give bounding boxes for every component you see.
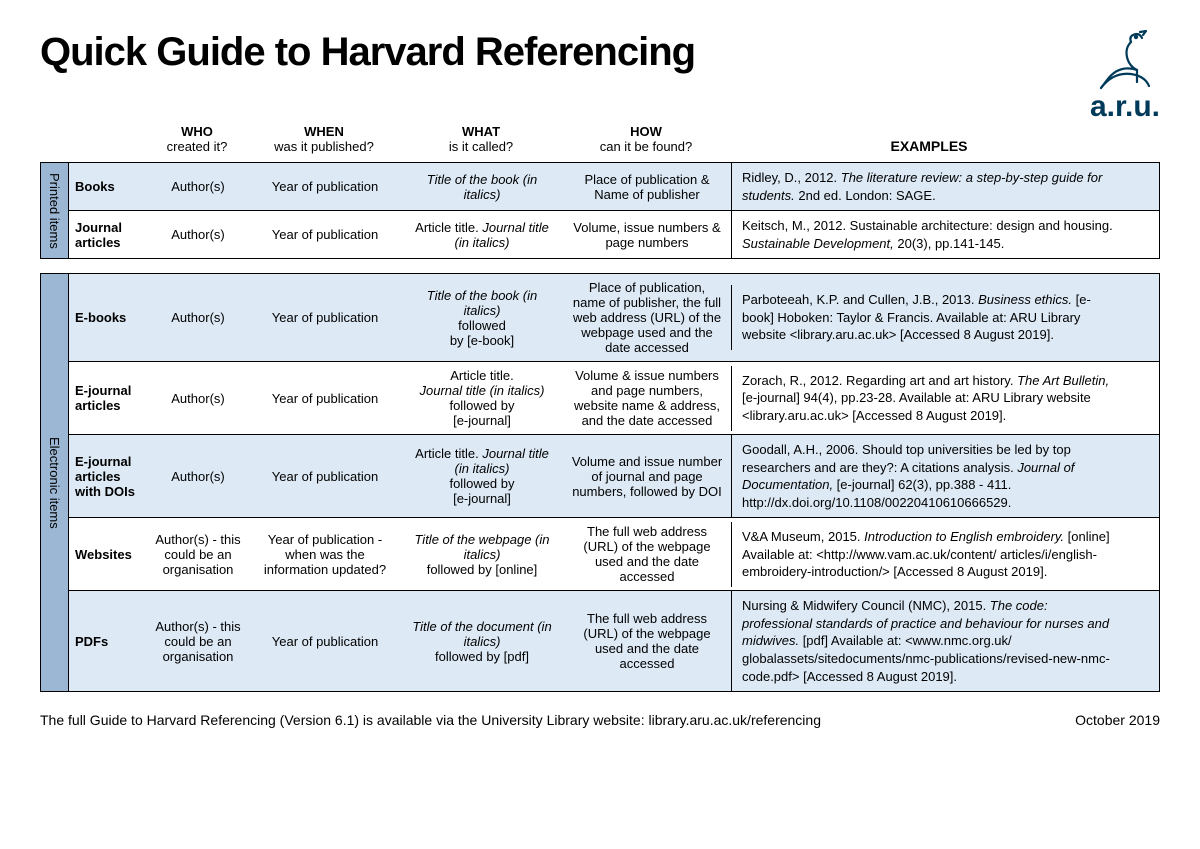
cell-how: Volume and issue number of journal and p… [563,448,731,505]
cell-example: V&A Museum, 2015. Introduction to Englis… [731,522,1129,587]
cell-how: Place of publication & Name of publisher [563,166,731,208]
cell-type: E-journal articles with DOIs [69,448,147,505]
cell-how: Volume, issue numbers & page numbers [563,214,731,256]
col-how-bot: can it be found? [566,139,726,154]
cell-how: The full web address (URL) of the webpag… [563,518,731,590]
cell-what: Article title. Journal title (in italics… [401,214,563,256]
cell-type: Journal articles [69,214,147,256]
cell-who: Author(s) - this could be an organisatio… [147,613,249,670]
col-who-bot: created it? [150,139,244,154]
cell-when: Year of publication [249,385,401,412]
cell-when: Year of publication [249,304,401,331]
cell-who: Author(s) [147,173,249,200]
cell-when: Year of publication [249,628,401,655]
cell-what: Title of the book (in italics) [401,166,563,208]
col-when-bot: was it published? [252,139,396,154]
cell-what: Article title.Journal title (in italics)… [401,362,563,434]
cell-what: Article title. Journal title (in italics… [401,440,563,512]
column-headers: WHOcreated it? WHENwas it published? WHA… [40,124,1160,158]
heron-icon [1090,30,1160,90]
cell-what: Title of the book (in italics)followedby… [401,282,563,354]
cell-how: Volume & issue numbers and page numbers,… [563,362,731,434]
cell-example: Zorach, R., 2012. Regarding art and art … [731,366,1129,431]
cell-who: Author(s) - this could be an organisatio… [147,526,249,583]
col-what-bot: is it called? [404,139,558,154]
cell-type: PDFs [69,628,147,655]
col-who-top: WHO [150,124,244,139]
cell-when: Year of publication - when was the infor… [249,526,401,583]
section-block: Electronic itemsE-booksAuthor(s)Year of … [40,273,1160,692]
cell-example: Keitsch, M., 2012. Sustainable architect… [731,211,1129,258]
col-what-top: WHAT [404,124,558,139]
cell-type: E-books [69,304,147,331]
cell-what: Title of the webpage (in italics)followe… [401,526,563,583]
table-row: WebsitesAuthor(s) - this could be an org… [69,517,1159,590]
cell-type: E-journal articles [69,377,147,419]
cell-type: Books [69,173,147,200]
cell-how: Place of publication, name of publisher,… [563,274,731,361]
table-row: BooksAuthor(s)Year of publicationTitle o… [69,163,1159,210]
cell-who: Author(s) [147,221,249,248]
brand-text: a.r.u. [1090,90,1160,124]
section-label: Electronic items [41,274,69,691]
table-row: Journal articlesAuthor(s)Year of publica… [69,210,1159,258]
cell-when: Year of publication [249,463,401,490]
footer: The full Guide to Harvard Referencing (V… [40,706,1160,728]
cell-example: Nursing & Midwifery Council (NMC), 2015.… [731,591,1129,691]
cell-what: Title of the document (in italics)follow… [401,613,563,670]
cell-who: Author(s) [147,304,249,331]
footer-left: The full Guide to Harvard Referencing (V… [40,712,821,728]
footer-right: October 2019 [1075,712,1160,728]
section-block: Printed itemsBooksAuthor(s)Year of publi… [40,162,1160,259]
cell-example: Goodall, A.H., 2006. Should top universi… [731,435,1129,517]
cell-when: Year of publication [249,173,401,200]
table-row: E-journal articlesAuthor(s)Year of publi… [69,361,1159,434]
table-row: PDFsAuthor(s) - this could be an organis… [69,590,1159,691]
page-title: Quick Guide to Harvard Referencing [40,30,695,75]
cell-example: Ridley, D., 2012. The literature review:… [731,163,1129,210]
table-row: E-booksAuthor(s)Year of publicationTitle… [69,274,1159,361]
cell-example: Parboteeah, K.P. and Cullen, J.B., 2013.… [731,285,1129,350]
cell-when: Year of publication [249,221,401,248]
section-label: Printed items [41,163,69,258]
cell-how: The full web address (URL) of the webpag… [563,605,731,677]
cell-type: Websites [69,541,147,568]
col-how-top: HOW [566,124,726,139]
table-row: E-journal articles with DOIsAuthor(s)Yea… [69,434,1159,517]
col-when-top: WHEN [252,124,396,139]
col-examples: EXAMPLES [730,138,1128,158]
brand-logo: a.r.u. [1090,30,1160,124]
cell-who: Author(s) [147,463,249,490]
cell-who: Author(s) [147,385,249,412]
